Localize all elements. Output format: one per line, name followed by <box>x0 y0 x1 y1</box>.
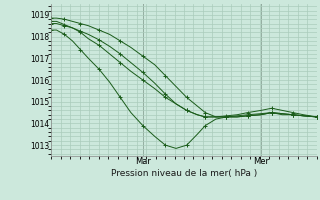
X-axis label: Pression niveau de la mer( hPa ): Pression niveau de la mer( hPa ) <box>111 169 257 178</box>
